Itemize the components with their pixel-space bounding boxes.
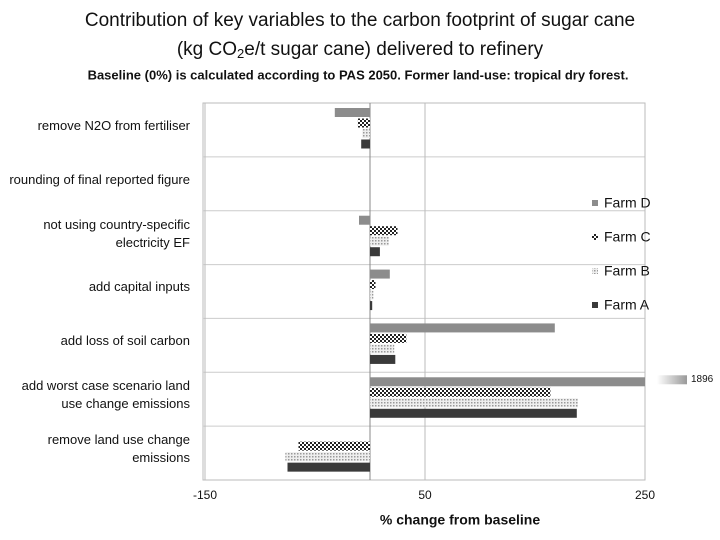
legend-swatch xyxy=(592,302,598,308)
x-axis-label: % change from baseline xyxy=(380,512,540,528)
legend-label: Farm A xyxy=(604,297,650,313)
y-tick-label: add worst case scenario land use change … xyxy=(21,378,190,412)
y-tick-label: add capital inputs xyxy=(88,279,190,295)
y-tick-label: not using country-specific electricity E… xyxy=(43,216,190,250)
bar xyxy=(370,323,555,333)
x-tick-label: 50 xyxy=(418,488,432,502)
bar xyxy=(334,108,370,117)
chart-subtitle: Baseline (0%) is calculated according to… xyxy=(88,67,629,82)
bar xyxy=(370,236,389,246)
bar xyxy=(357,118,370,128)
bar xyxy=(370,354,396,364)
legend-label: Farm D xyxy=(604,195,651,211)
bar xyxy=(370,387,551,397)
y-tick-label: rounding of final reported figure xyxy=(9,171,190,187)
bar xyxy=(370,280,376,290)
y-tick-label: add loss of soil carbon xyxy=(60,333,190,349)
bar xyxy=(370,398,578,408)
legend-swatch xyxy=(592,200,598,206)
y-tick-label: remove land use change emissions xyxy=(47,432,190,466)
legend-swatch xyxy=(592,268,598,274)
data-label: 1896 xyxy=(691,374,714,385)
x-tick-label: -150 xyxy=(193,488,217,502)
y-tick-label: remove N2O from fertiliser xyxy=(37,117,190,133)
bar xyxy=(359,215,370,225)
x-tick-label: 250 xyxy=(635,488,655,502)
bar xyxy=(370,344,395,354)
legend-swatch xyxy=(592,234,598,240)
break-marker xyxy=(657,375,687,385)
bar xyxy=(287,462,370,472)
bar xyxy=(361,139,370,149)
bar xyxy=(370,269,390,279)
bar xyxy=(370,290,374,300)
legend-label: Farm B xyxy=(604,263,650,279)
bar xyxy=(370,226,398,236)
legend-label: Farm C xyxy=(604,229,651,245)
chart-title: (kg CO2e/t sugar cane) delivered to refi… xyxy=(177,39,544,61)
bar xyxy=(362,129,370,138)
bar xyxy=(370,377,645,387)
bar xyxy=(285,452,370,462)
plot-frame xyxy=(202,102,646,481)
title-part: e/t sugar cane) delivered to refinery xyxy=(244,39,543,60)
title-part: (kg CO xyxy=(177,39,237,60)
bar xyxy=(370,247,380,257)
bar xyxy=(370,408,577,418)
chart-title: Contribution of key variables to the car… xyxy=(85,10,635,31)
bar xyxy=(298,441,370,451)
bar xyxy=(370,333,407,343)
title-subscript: 2 xyxy=(237,46,244,61)
bar xyxy=(370,301,373,311)
